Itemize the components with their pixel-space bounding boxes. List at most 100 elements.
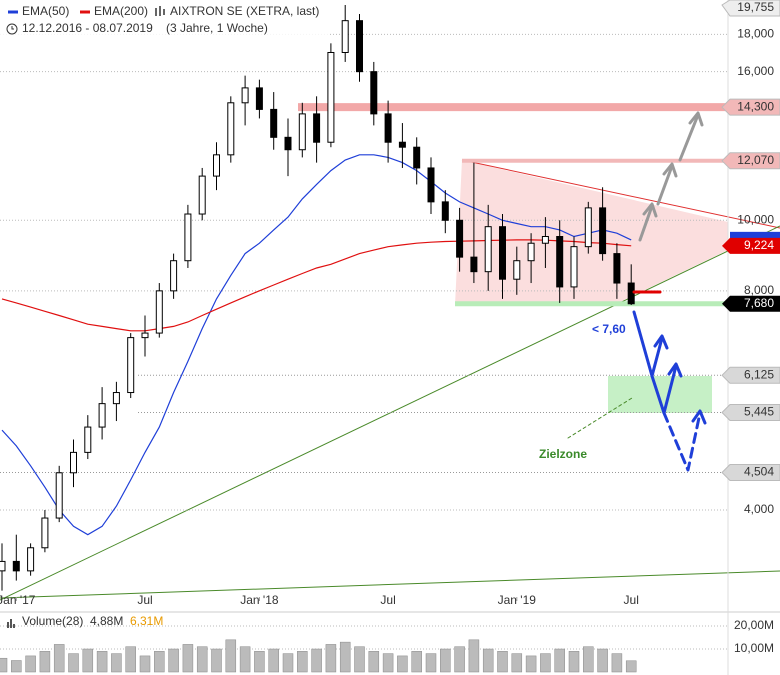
x-tick-label: Jan '17	[0, 593, 36, 607]
volume-bar	[354, 646, 365, 673]
candle-body	[313, 113, 321, 143]
arrow-head	[642, 202, 658, 218]
level-label-box	[721, 98, 780, 116]
level-label-box	[721, 464, 780, 482]
x-tick-label: Jul	[624, 593, 639, 607]
annotation: < 7,60	[592, 322, 626, 336]
volume-average: 6,31M	[130, 614, 163, 628]
candle-body	[541, 236, 549, 244]
candle-body	[527, 242, 535, 262]
volume-bar	[168, 648, 179, 673]
volume-bar	[468, 639, 480, 673]
volume-bar	[454, 646, 465, 673]
y-tick-label: 18,000	[737, 27, 774, 41]
candle-body	[41, 517, 49, 549]
volume-bar	[196, 646, 208, 673]
volume-bar	[11, 660, 22, 673]
candle-body	[484, 226, 492, 273]
volume-bar	[583, 646, 594, 673]
volume-bar	[82, 648, 94, 673]
volume-tick-label: 20,00M	[734, 618, 774, 632]
arrow-head	[688, 111, 704, 127]
volume-bar	[182, 644, 194, 673]
volume-bar	[68, 653, 79, 673]
annotation: Zielzone	[539, 447, 587, 461]
volume-bar	[239, 646, 251, 673]
candle-body	[427, 167, 435, 203]
arrow-head	[662, 162, 678, 178]
candle-body	[127, 337, 135, 394]
candle-body	[198, 175, 206, 215]
volume-bar	[397, 655, 408, 673]
level-label-box	[722, 295, 780, 312]
candle-body	[227, 102, 235, 156]
candle-body	[384, 113, 392, 143]
legend-label: EMA(50)	[22, 4, 69, 18]
candle-body	[513, 260, 521, 280]
volume-bar	[125, 646, 136, 673]
volume-tick-label: 10,00M	[734, 641, 774, 655]
candle-body	[441, 201, 449, 221]
date-range: 12.12.2016 - 08.07.2019	[22, 21, 153, 35]
candle-body	[584, 207, 592, 248]
volume-bar	[425, 653, 437, 673]
ema-end-box	[730, 231, 780, 240]
volume-icon	[7, 619, 15, 628]
volume-bar	[440, 648, 451, 673]
candle-body	[284, 136, 292, 151]
x-tick-label: Jan '18	[240, 593, 279, 607]
candle-body	[456, 219, 464, 258]
candle-body	[398, 141, 406, 148]
volume-bar	[597, 648, 608, 673]
candle-icon	[155, 6, 165, 16]
candle-body	[184, 213, 192, 262]
volume-bar	[625, 660, 637, 673]
candle-body	[112, 392, 120, 405]
level-label: 14,300	[737, 99, 774, 113]
volume-bar	[0, 657, 8, 673]
y-tick-label: 10,000	[737, 212, 774, 226]
marks	[0, 5, 635, 591]
volume-label: Volume(28)	[22, 614, 83, 628]
volume-bar	[325, 644, 337, 673]
candle-body	[213, 154, 220, 177]
volume-bar	[311, 648, 322, 673]
volume-bar	[411, 651, 422, 673]
level-label-box	[722, 237, 780, 254]
candle-body	[141, 332, 149, 339]
candle-body	[270, 108, 278, 138]
volume-bar	[39, 651, 51, 673]
candle-body	[556, 236, 564, 288]
resistance-line	[461, 159, 780, 229]
volume-bar	[53, 644, 65, 673]
legend-label: EMA(200)	[94, 4, 148, 18]
candle-body	[570, 246, 578, 288]
arrows	[567, 111, 707, 472]
candle-body	[341, 20, 349, 53]
volume-panel: 10,00M 20,00M	[0, 618, 774, 673]
volume-bar	[611, 653, 623, 673]
clock-hands	[11, 26, 14, 30]
level-label-box	[721, 404, 780, 422]
candle-body	[255, 87, 263, 110]
zone-pointer	[567, 397, 633, 439]
level-label-box	[721, 0, 780, 17]
volume-bar	[139, 655, 151, 673]
arrow-head	[691, 409, 707, 425]
candle-body	[613, 253, 621, 284]
level-label: 9,224	[744, 238, 774, 252]
candle-body	[470, 256, 478, 273]
candle-body	[241, 87, 249, 104]
candle-body	[170, 260, 178, 292]
legend-background	[0, 0, 330, 36]
level-label-box	[721, 152, 780, 170]
candle-body	[0, 560, 6, 572]
y-tick-label: 8,000	[744, 283, 774, 297]
volume-bar	[268, 648, 279, 673]
y-tick-label: 4,000	[744, 502, 774, 516]
candle-body	[55, 472, 63, 519]
long-trendline	[0, 570, 780, 599]
volume-bar	[254, 651, 265, 673]
level-label-box	[721, 366, 780, 384]
volume-bar	[225, 639, 237, 673]
